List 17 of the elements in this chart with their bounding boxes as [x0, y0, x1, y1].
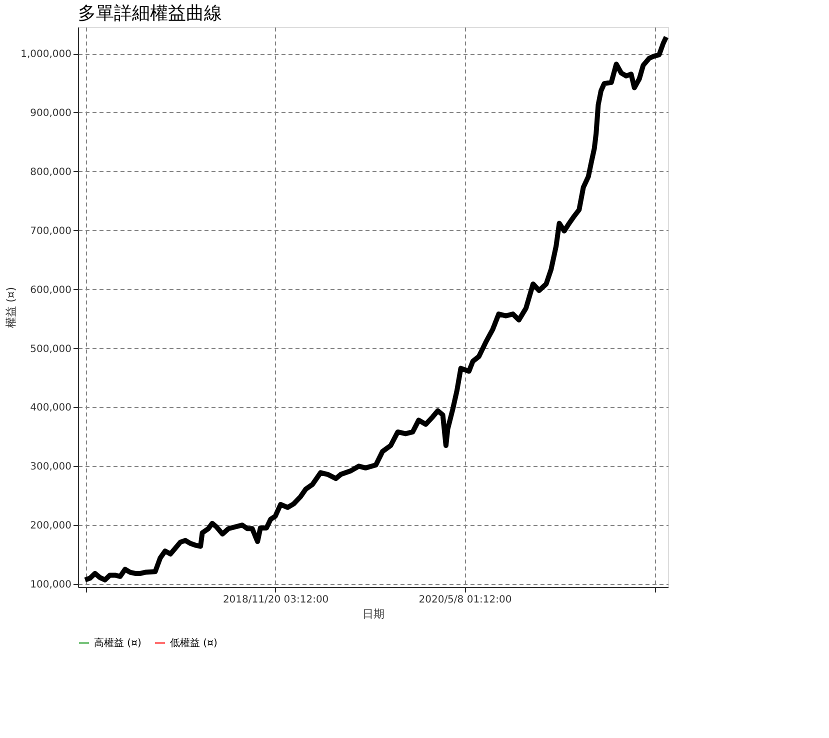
chart-title: 多單詳細權益曲線	[78, 3, 222, 24]
legend-label: 低權益 (¤)	[170, 637, 218, 649]
y-tick-label: 300,000	[30, 462, 72, 473]
y-tick-label: 500,000	[30, 344, 72, 355]
y-tick-label: 400,000	[30, 402, 72, 414]
x-axis-title: 日期	[362, 608, 384, 620]
y-tick-label: 700,000	[30, 226, 72, 237]
y-tick-label: 900,000	[30, 108, 72, 119]
y-axis-title: 權益 (¤)	[4, 286, 18, 328]
y-tick-label: 100,000	[30, 580, 72, 591]
legend-label: 高權益 (¤)	[94, 637, 142, 649]
y-tick-label: 200,000	[30, 520, 72, 532]
y-tick-label: 800,000	[30, 166, 72, 178]
x-tick-label: 2020/5/8 01:12:00	[418, 594, 512, 606]
x-tick-label: 2018/11/20 03:12:00	[222, 594, 329, 606]
y-tick-label: 1,000,000	[20, 49, 72, 60]
y-tick-label: 600,000	[30, 284, 72, 296]
